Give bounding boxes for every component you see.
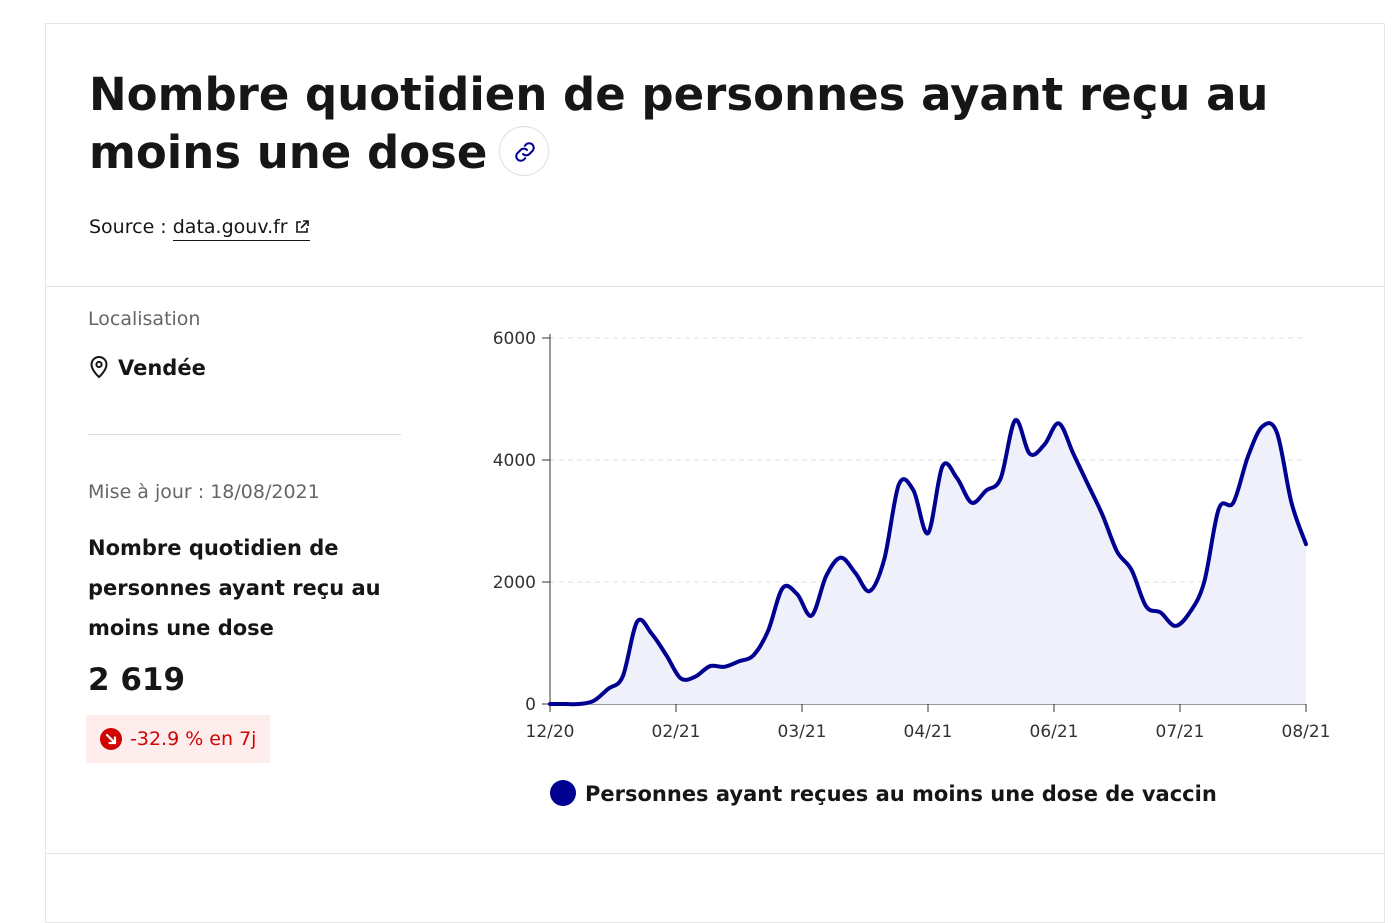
x-tick-label: 07/21 (1156, 722, 1205, 742)
permalink-button[interactable] (499, 126, 550, 176)
data-point (1275, 431, 1279, 434)
data-point (781, 586, 784, 590)
external-link-icon (295, 220, 309, 233)
card-header: Nombre quotidien de personnes ayant reçu… (46, 24, 1384, 287)
source-prefix: Source : (89, 216, 167, 238)
data-point (723, 665, 726, 668)
data-point (1217, 507, 1220, 510)
legend-swatch (550, 780, 576, 806)
data-point (1290, 501, 1293, 504)
data-point (1014, 419, 1017, 422)
data-point (752, 654, 755, 657)
line-chart: 0 2000 4000 6000 12/20 02/21 03/21 04/21 06/21 07… (493, 329, 1331, 742)
data-point (1159, 611, 1162, 614)
legend-label: Personnes ayant reçues au moins une dose… (585, 782, 1217, 806)
data-point (1028, 452, 1031, 456)
data-point (1232, 501, 1235, 504)
data-point (621, 675, 624, 678)
location-label: Localisation (88, 308, 201, 330)
data-point (926, 532, 930, 535)
x-tick-label: 03/21 (778, 722, 827, 742)
data-point (737, 660, 741, 663)
data-point (1203, 580, 1206, 584)
data-point (1144, 605, 1148, 608)
x-tick-label: 12/20 (526, 722, 575, 742)
data-point (1130, 568, 1133, 571)
chart-card: Nombre quotidien de personnes ayant reçu… (45, 23, 1385, 923)
data-point (577, 702, 581, 706)
data-point (548, 702, 552, 706)
trend-text: -32.9 % en 7j (130, 728, 257, 750)
kpi-value: 2 619 (88, 662, 186, 698)
data-point (766, 629, 770, 632)
data-point (912, 489, 915, 492)
y-tick-label: 4000 (493, 451, 536, 471)
data-point (825, 574, 828, 578)
data-point (999, 477, 1002, 480)
sidebar-divider (88, 434, 401, 435)
source-link-text: data.gouv.fr (172, 216, 288, 238)
data-point (665, 654, 668, 657)
data-point (796, 593, 799, 596)
data-point (1057, 422, 1060, 425)
data-point (1086, 483, 1090, 486)
page-title: Nombre quotidien de personnes ayant reçu… (89, 66, 1319, 182)
data-point (1174, 624, 1177, 628)
data-point (592, 699, 595, 703)
data-point (1115, 550, 1119, 553)
data-point (955, 477, 959, 480)
data-point (1101, 513, 1104, 517)
trend-badge: -32.9 % en 7j (86, 715, 271, 763)
series-area (550, 419, 1306, 705)
x-tick-label: 04/21 (904, 722, 953, 742)
data-point (810, 614, 813, 617)
x-tick-label: 08/21 (1282, 722, 1331, 742)
y-tick-label: 6000 (493, 329, 536, 349)
data-point (941, 464, 944, 468)
data-point (1246, 455, 1249, 459)
chart-legend: Personnes ayant reçues au moins une dose… (550, 780, 1217, 806)
data-point (1072, 452, 1075, 456)
y-tick-label: 0 (525, 695, 536, 715)
data-point (650, 632, 653, 636)
source-line: Source : data.gouv.fr (89, 216, 310, 241)
location-name: Vendée (118, 356, 206, 380)
source-link[interactable]: data.gouv.fr (172, 216, 310, 241)
section-divider (45, 853, 1385, 854)
x-tick-label: 02/21 (652, 722, 701, 742)
trend-down-icon (100, 728, 122, 750)
data-point (1304, 543, 1308, 546)
map-pin-icon (90, 356, 108, 379)
data-point (563, 702, 566, 706)
data-point (1188, 611, 1191, 614)
data-point (1043, 443, 1046, 446)
title-text: Nombre quotidien de personnes ayant reçu… (89, 68, 1269, 179)
link-icon (515, 142, 536, 162)
data-point (636, 620, 639, 623)
update-date: Mise à jour : 18/08/2021 (88, 481, 320, 503)
data-point (1261, 425, 1264, 428)
y-tick-label: 2000 (493, 573, 536, 593)
data-point (854, 571, 857, 575)
data-point (607, 687, 610, 690)
data-point (868, 589, 871, 593)
data-point (694, 675, 697, 678)
location-value: Vendée (88, 355, 206, 380)
data-point (839, 556, 842, 559)
data-point (970, 501, 973, 504)
data-point (883, 557, 886, 560)
kpi-name: Nombre quotidien de personnes ayant reçu… (88, 536, 381, 640)
x-tick-label: 06/21 (1030, 722, 1079, 742)
data-point (708, 665, 712, 668)
data-point (985, 489, 988, 492)
data-point (897, 483, 901, 486)
data-point (679, 677, 682, 680)
